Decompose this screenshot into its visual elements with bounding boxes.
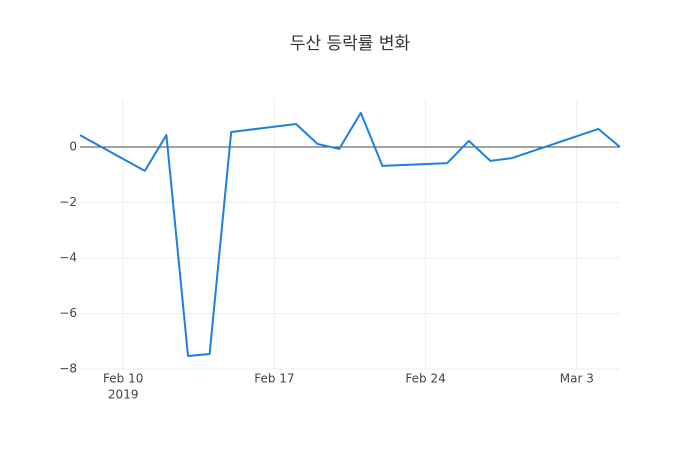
y-tick-label: 0 xyxy=(69,140,77,154)
x-tick-label: Mar 3 xyxy=(560,372,594,386)
x-tick-label: Feb 17 xyxy=(254,372,294,386)
y-tick-label: −8 xyxy=(59,362,77,376)
x-tick-label: Feb 10 xyxy=(103,372,143,386)
y-tick-label: −6 xyxy=(59,306,77,320)
y-tick-label: −2 xyxy=(59,195,77,209)
x-tick-label: Feb 24 xyxy=(405,372,445,386)
x-year-label: 2019 xyxy=(108,388,139,402)
line xyxy=(79,111,621,357)
chart-title: 두산 등락률 변화 xyxy=(290,34,411,54)
y-tick-label: −4 xyxy=(59,251,77,265)
